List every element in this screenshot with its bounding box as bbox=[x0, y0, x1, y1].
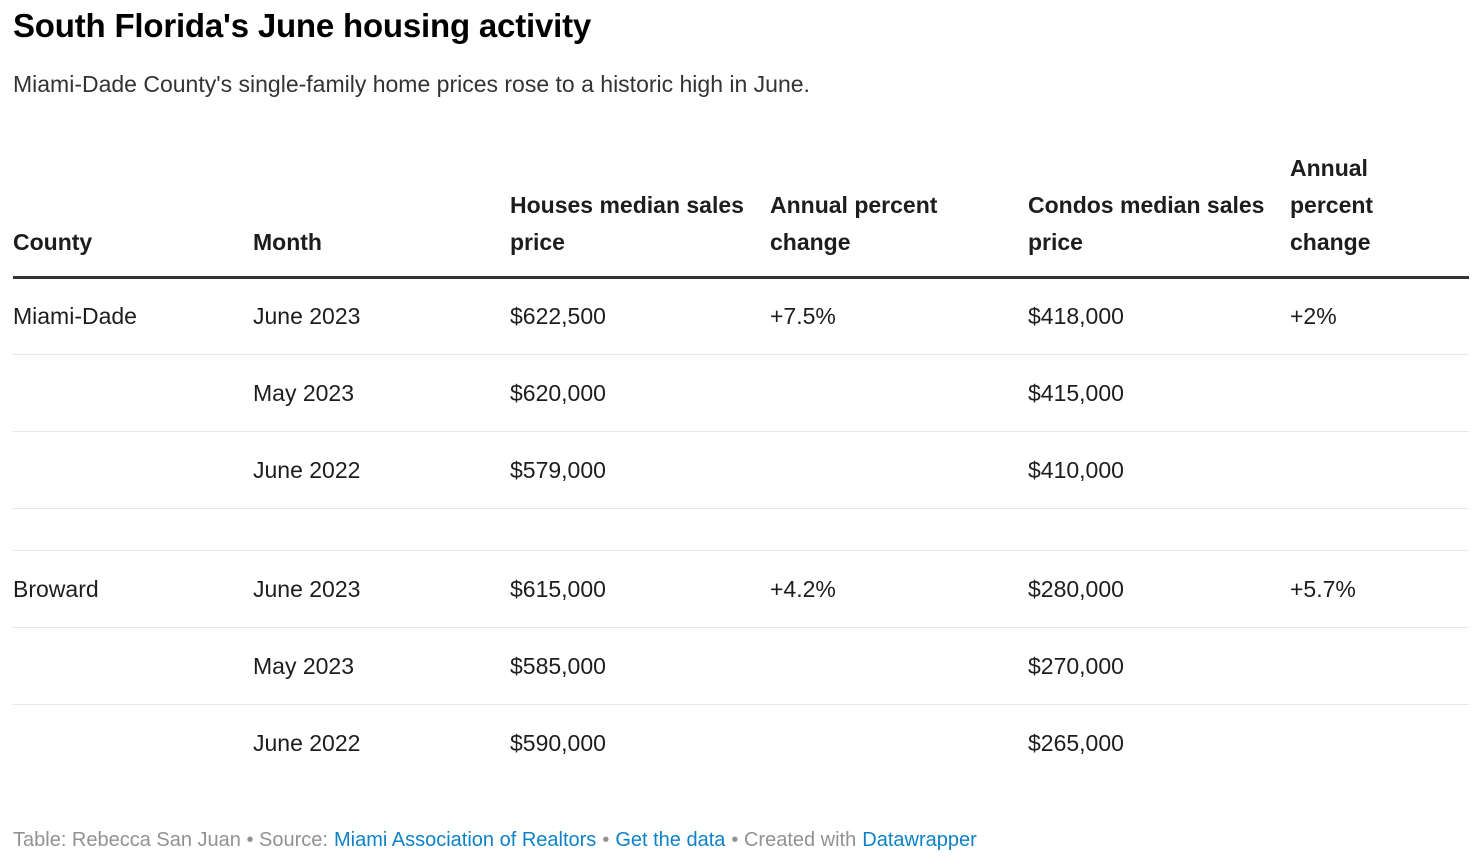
chart-title: South Florida's June housing activity bbox=[13, 7, 592, 44]
footer-created-with-text: • Created with bbox=[731, 829, 857, 851]
cell-houses-price: $615,000 bbox=[510, 575, 606, 602]
cell-county bbox=[13, 432, 253, 509]
footer: Table: Rebecca San Juan • Source: Miami A… bbox=[13, 828, 977, 852]
footer-separator: • bbox=[602, 829, 610, 851]
cell-condos-price: $418,000 bbox=[1028, 303, 1124, 329]
cell-condos-price: $410,000 bbox=[1028, 456, 1124, 483]
table-row: June 2022 $579,000 $410,000 bbox=[13, 431, 1469, 509]
cell-condos-change bbox=[1290, 705, 1469, 782]
cell-condos-price: $415,000 bbox=[1028, 379, 1124, 406]
table-header-row: County Month Houses median sales price A… bbox=[13, 150, 1469, 279]
table-header: County Month Houses median sales price A… bbox=[13, 150, 1469, 279]
table-row: Miami-Dade June 2023 $622,500 +7.5% $418,000… bbox=[13, 278, 1469, 355]
cell-houses-price: $590,000 bbox=[510, 729, 606, 756]
cell-county: Broward bbox=[13, 575, 99, 602]
datawrapper-link[interactable]: Datawrapper bbox=[862, 829, 977, 851]
cell-month: June 2023 bbox=[253, 303, 361, 329]
cell-month: June 2023 bbox=[253, 575, 361, 602]
cell-houses-change: +4.2% bbox=[770, 575, 836, 602]
table-body: Miami-Dade June 2023 $622,500 +7.5% $418,000… bbox=[13, 278, 1469, 782]
column-header-condos-annual-change: Annual percent change bbox=[1290, 150, 1469, 279]
cell-condos-change bbox=[1290, 432, 1469, 509]
cell-houses-price: $579,000 bbox=[510, 456, 606, 483]
cell-county: Miami-Dade bbox=[13, 303, 137, 329]
cell-condos-price: $280,000 bbox=[1028, 575, 1124, 602]
cell-houses-price: $622,500 bbox=[510, 303, 606, 329]
group-spacer-row bbox=[13, 508, 1469, 551]
cell-condos-price: $270,000 bbox=[1028, 652, 1124, 679]
cell-county bbox=[13, 705, 253, 782]
column-header-houses-median-price: Houses median sales price bbox=[510, 150, 770, 279]
footer-credit-text: Table: Rebecca San Juan • Source: bbox=[13, 829, 328, 851]
cell-month: May 2023 bbox=[253, 652, 355, 679]
cell-houses-price: $620,000 bbox=[510, 379, 606, 406]
table-row: May 2023 $585,000 $270,000 bbox=[13, 627, 1469, 705]
cell-month: May 2023 bbox=[253, 379, 355, 406]
cell-houses-change bbox=[770, 628, 1028, 705]
cell-condos-change bbox=[1290, 355, 1469, 432]
cell-condos-change bbox=[1290, 628, 1469, 705]
source-link[interactable]: Miami Association of Realtors bbox=[333, 829, 597, 851]
spacer-cell bbox=[13, 509, 1469, 551]
cell-houses-change bbox=[770, 432, 1028, 509]
get-the-data-link[interactable]: Get the data bbox=[615, 829, 726, 851]
cell-houses-change bbox=[770, 705, 1028, 782]
cell-houses-change bbox=[770, 355, 1028, 432]
cell-condos-price: $265,000 bbox=[1028, 729, 1124, 756]
table-row: May 2023 $620,000 $415,000 bbox=[13, 354, 1469, 432]
column-header-month: Month bbox=[253, 150, 510, 279]
cell-houses-price: $585,000 bbox=[510, 652, 606, 679]
table-row: Broward June 2023 $615,000 +4.2% $280,000 +5.… bbox=[13, 550, 1469, 628]
cell-county bbox=[13, 628, 253, 705]
column-header-condos-median-price: Condos median sales price bbox=[1028, 150, 1290, 279]
chart-subtitle: Miami-Dade County's single-family home p… bbox=[13, 71, 810, 97]
cell-county bbox=[13, 355, 253, 432]
table-row: June 2022 $590,000 $265,000 bbox=[13, 704, 1469, 782]
cell-houses-change: +7.5% bbox=[770, 303, 836, 329]
column-header-houses-annual-change: Annual percent change bbox=[770, 150, 1028, 279]
column-header-county: County bbox=[13, 150, 253, 279]
housing-data-table: County Month Houses median sales price A… bbox=[13, 150, 1469, 782]
cell-condos-change: +2% bbox=[1290, 303, 1337, 329]
cell-month: June 2022 bbox=[253, 456, 361, 483]
cell-condos-change: +5.7% bbox=[1290, 575, 1356, 602]
cell-month: June 2022 bbox=[253, 729, 361, 756]
